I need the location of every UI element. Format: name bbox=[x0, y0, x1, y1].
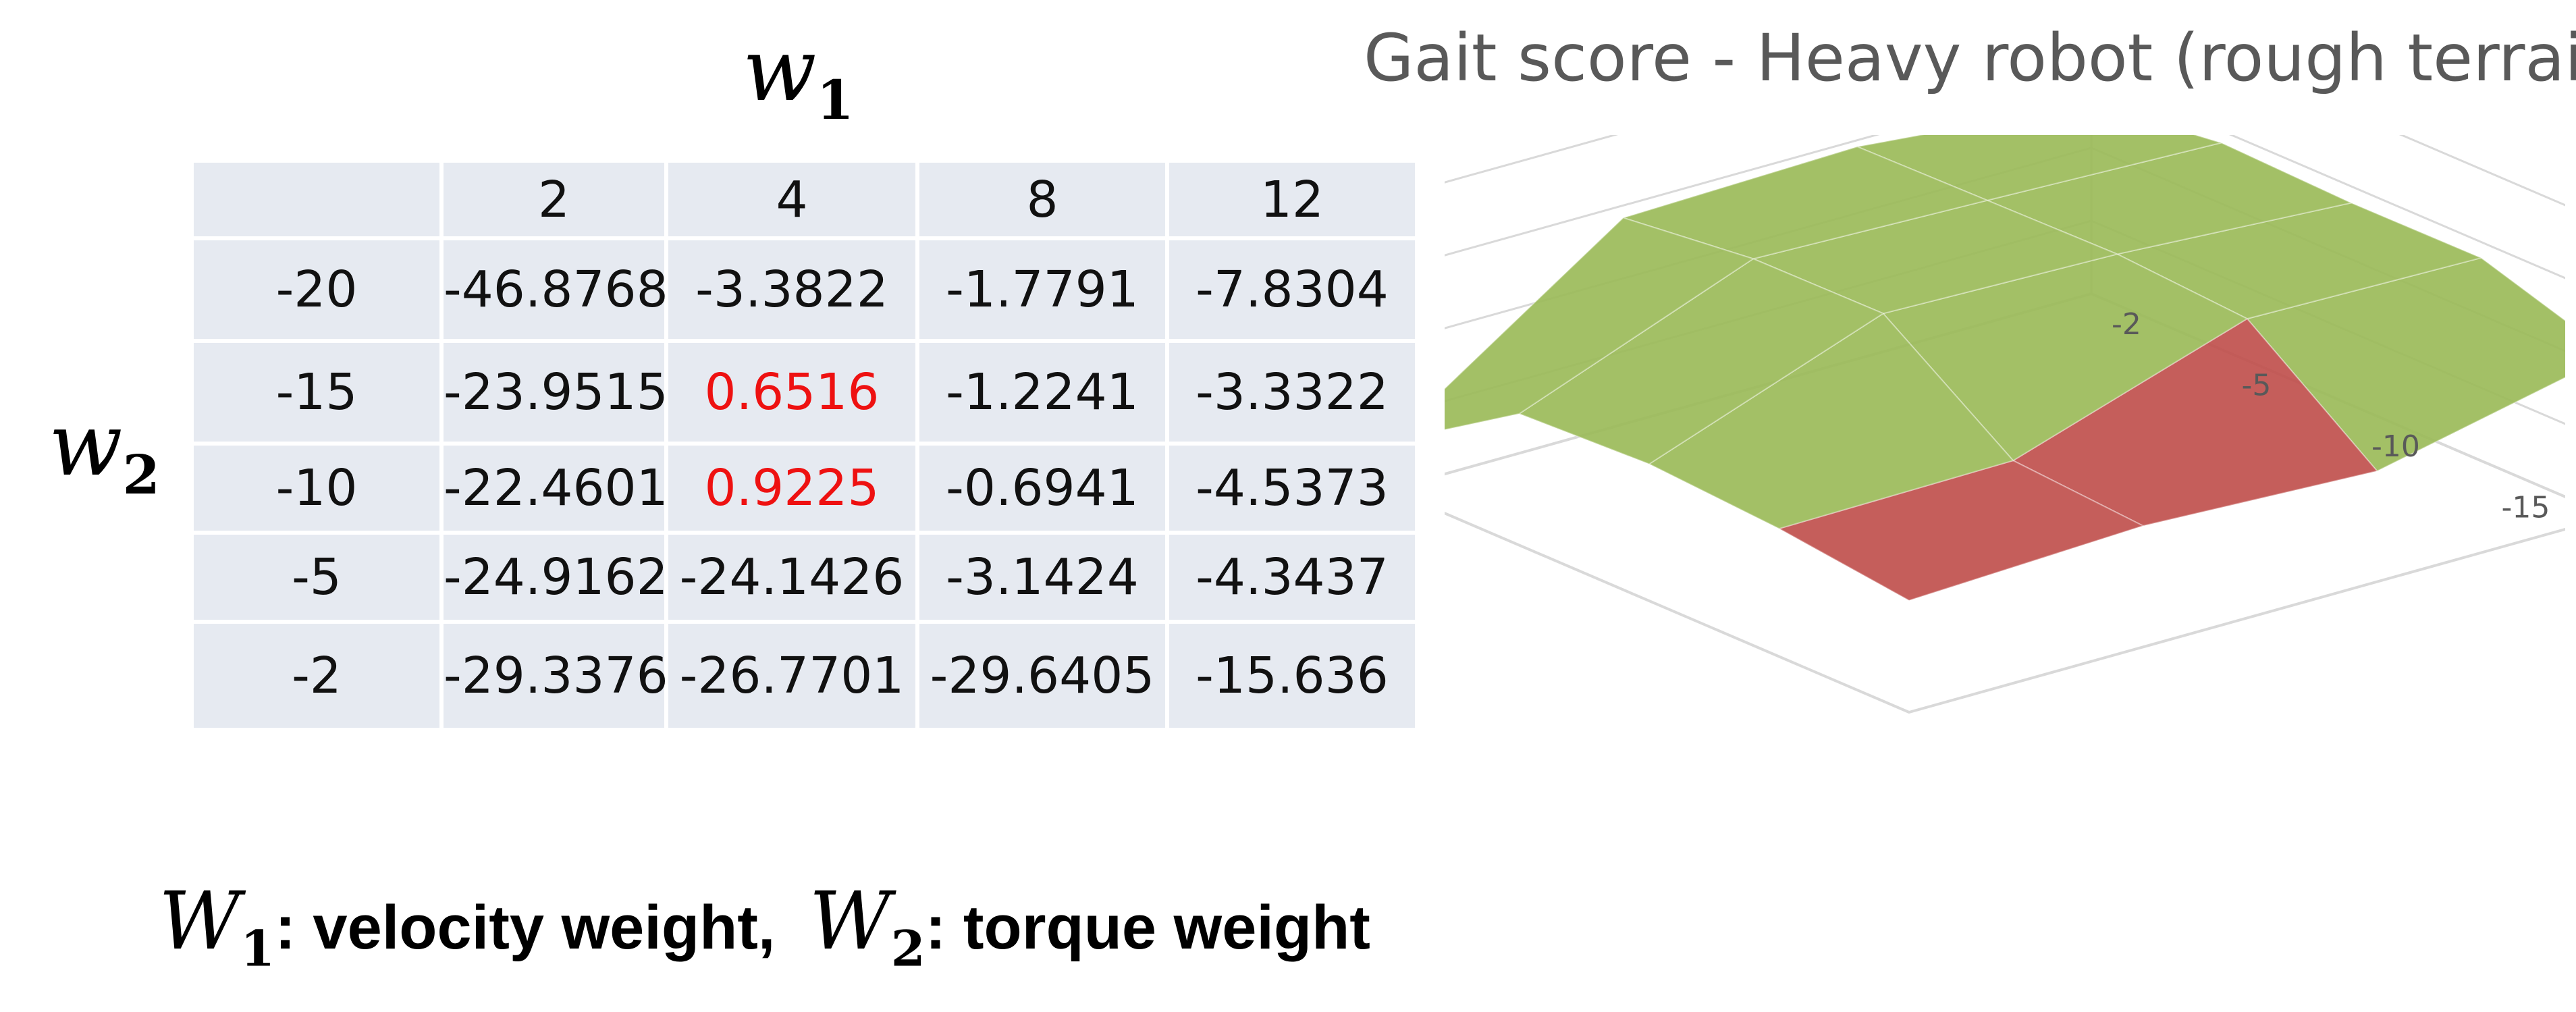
w1-legend-text: : velocity weight, bbox=[275, 893, 776, 962]
w2-row-header: -10 bbox=[190, 442, 444, 535]
score-cell: -24.1426 bbox=[664, 531, 919, 624]
y-tick-label: -5 bbox=[2242, 369, 2272, 403]
score-cell: -24.9162 bbox=[439, 531, 668, 624]
score-cell: -1.2241 bbox=[915, 339, 1169, 446]
score-cell: 0.6516 bbox=[664, 339, 919, 446]
score-cell: -0.6941 bbox=[915, 442, 1169, 535]
y-tick-label: -15 bbox=[2502, 491, 2550, 525]
table-row: -5 -24.9162 -24.1426 -3.1424 -4.3437 bbox=[190, 531, 1419, 624]
score-cell: -3.3322 bbox=[1165, 339, 1419, 446]
chart-title: Gait score - Heavy robot (rough terrain) bbox=[1364, 20, 2576, 96]
w1-column-header: 2 bbox=[439, 159, 668, 240]
w1-axis-symbol: w1 bbox=[743, 20, 854, 132]
y-tick-label: -2 bbox=[2112, 307, 2141, 342]
score-cell: -3.1424 bbox=[915, 531, 1169, 624]
w2-row-header: -5 bbox=[190, 531, 444, 624]
y-tick-label: -10 bbox=[2371, 429, 2420, 464]
z-gridline bbox=[1445, 135, 2565, 279]
w2-legend-symbol: W2 bbox=[809, 874, 925, 978]
w2-row-header: -20 bbox=[190, 236, 444, 343]
score-cell: -7.8304 bbox=[1165, 236, 1419, 343]
surface-patch bbox=[1518, 258, 1885, 465]
score-cell: -4.3437 bbox=[1165, 531, 1419, 624]
score-cell: -1.7791 bbox=[915, 236, 1169, 343]
surface-chart: 200-20-40-6012842-2-5-10-15-20 bbox=[1445, 135, 2565, 714]
score-cell: -4.5373 bbox=[1165, 442, 1419, 535]
weight-legend: W1: velocity weight, W2: torque weight bbox=[159, 874, 1370, 978]
score-cell: -29.6405 bbox=[915, 620, 1169, 732]
score-cell: -46.8768 bbox=[439, 236, 668, 343]
table-header-row: 2 4 8 12 bbox=[190, 159, 1419, 240]
table-row: -20 -46.8768 -3.3822 -1.7791 -7.8304 bbox=[190, 236, 1419, 343]
table-row: -2 -29.3376 -26.7701 -29.6405 -15.636 bbox=[190, 620, 1419, 732]
score-cell: -29.3376 bbox=[439, 620, 668, 732]
w1-column-header: 12 bbox=[1165, 159, 1419, 240]
score-cell: -22.4601 bbox=[439, 442, 668, 535]
w2-row-header: -15 bbox=[190, 339, 444, 446]
w1-column-header: 8 bbox=[915, 159, 1169, 240]
surface-patch bbox=[1445, 217, 1755, 431]
score-cell: -23.9515 bbox=[439, 339, 668, 446]
surface-patch bbox=[2012, 317, 2379, 527]
w1-legend-symbol: W1 bbox=[159, 874, 275, 978]
w2-axis-symbol: w2 bbox=[49, 395, 160, 506]
table-row: -10 -22.4601 0.9225 -0.6941 -4.5373 bbox=[190, 442, 1419, 535]
score-cell: 0.9225 bbox=[664, 442, 919, 535]
chart-tick-labels: 200-20-40-6012842-2-5-10-15-20 bbox=[2112, 307, 2550, 525]
gait-score-table: 2 4 8 12 -20 -46.8768 -3.3822 -1.7791 -7.8304 -15… bbox=[190, 159, 1419, 732]
surface-patch bbox=[1621, 146, 1990, 260]
table-row: -15 -23.9515 0.6516 -1.2241 -3.3322 bbox=[190, 339, 1419, 446]
table-corner-cell bbox=[190, 159, 444, 240]
z-gridline bbox=[1445, 135, 2565, 207]
score-cell: -3.3822 bbox=[664, 236, 919, 343]
surface-plot bbox=[1445, 135, 2565, 602]
score-cell: -15.636 bbox=[1165, 620, 1419, 732]
surface-patch bbox=[1647, 313, 2014, 530]
surface-patch bbox=[2115, 202, 2484, 320]
w2-legend-text: : torque weight bbox=[925, 893, 1370, 962]
score-cell: -26.7701 bbox=[664, 620, 919, 732]
w1-column-header: 4 bbox=[664, 159, 919, 240]
w2-row-header: -2 bbox=[190, 620, 444, 732]
